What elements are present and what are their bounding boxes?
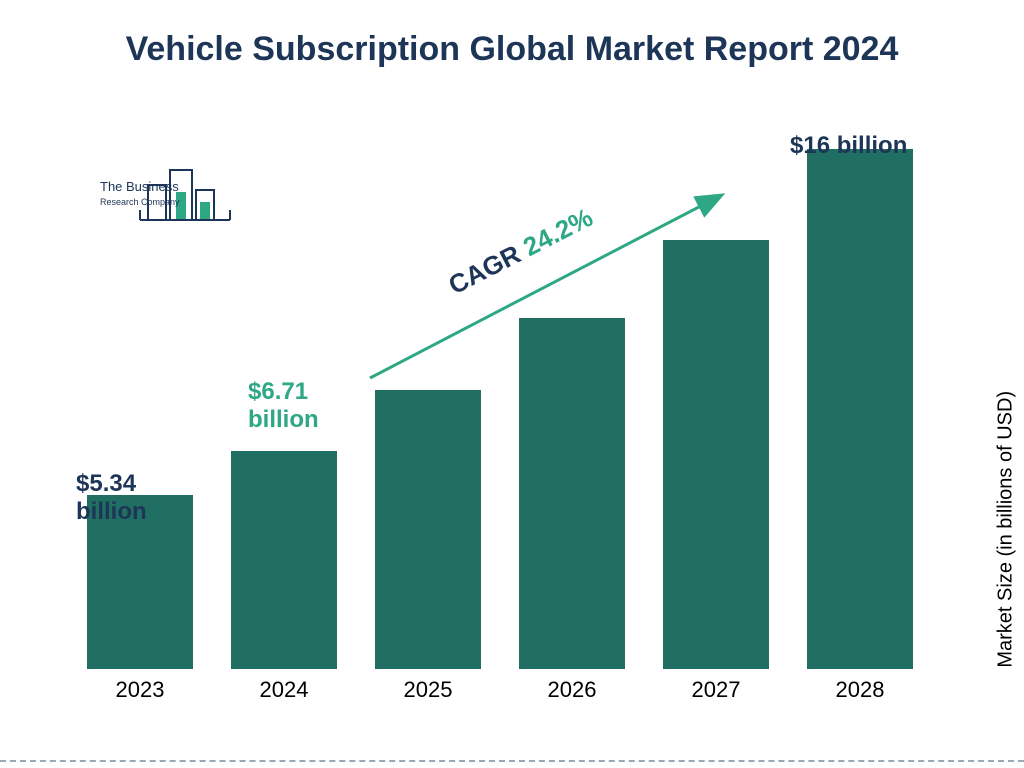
bar-slot-2024: 2024 <box>224 451 344 669</box>
bar-slot-2028: 2028 <box>800 149 920 669</box>
bar-2027 <box>663 240 769 669</box>
bar-slot-2025: 2025 <box>368 390 488 670</box>
value-label-1: $6.71billion <box>248 378 319 433</box>
xlabel-2028: 2028 <box>836 677 885 703</box>
bar-slot-2027: 2027 <box>656 240 776 669</box>
xlabel-2023: 2023 <box>116 677 165 703</box>
bar-2026 <box>519 318 625 669</box>
y-axis-label: Market Size (in billions of USD) <box>995 391 1018 668</box>
xlabel-2027: 2027 <box>692 677 741 703</box>
bar-2028 <box>807 149 913 669</box>
chart-area: 2023 2024 2025 2026 2027 2028 <box>80 148 920 708</box>
bar-2024 <box>231 451 337 669</box>
bar-2025 <box>375 390 481 670</box>
bar-slot-2026: 2026 <box>512 318 632 669</box>
xlabel-2024: 2024 <box>260 677 309 703</box>
bars-container: 2023 2024 2025 2026 2027 2028 <box>80 150 920 670</box>
chart-title: Vehicle Subscription Global Market Repor… <box>0 28 1024 71</box>
bottom-dashed-line <box>0 760 1024 762</box>
value-label-2: $16 billion <box>790 132 907 160</box>
value-label-0: $5.34billion <box>76 470 147 525</box>
xlabel-2026: 2026 <box>548 677 597 703</box>
xlabel-2025: 2025 <box>404 677 453 703</box>
